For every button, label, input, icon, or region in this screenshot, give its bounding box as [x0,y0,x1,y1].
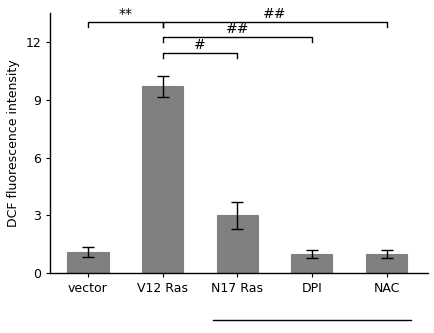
Bar [67,252,108,273]
Text: #: # [194,38,205,52]
Y-axis label: DCF fluorescence intensity: DCF fluorescence intensity [7,59,20,227]
Bar [365,254,406,273]
Bar [216,215,257,273]
Bar [142,87,183,273]
Text: ##: ## [262,7,286,21]
Bar [291,254,332,273]
Text: ##: ## [225,22,249,36]
Text: **: ** [118,7,132,21]
